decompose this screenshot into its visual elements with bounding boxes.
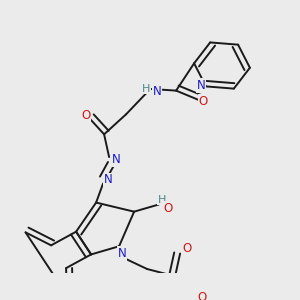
- Text: O: O: [82, 109, 91, 122]
- Text: O: O: [197, 291, 207, 300]
- Text: N: N: [118, 247, 127, 260]
- Text: N: N: [196, 79, 205, 92]
- Text: H: H: [142, 84, 150, 94]
- Text: H: H: [158, 195, 166, 205]
- Text: O: O: [164, 202, 173, 214]
- Text: N: N: [153, 85, 161, 98]
- Text: N: N: [104, 173, 112, 186]
- Text: N: N: [112, 153, 121, 166]
- Text: O: O: [199, 95, 208, 108]
- Text: O: O: [182, 242, 192, 256]
